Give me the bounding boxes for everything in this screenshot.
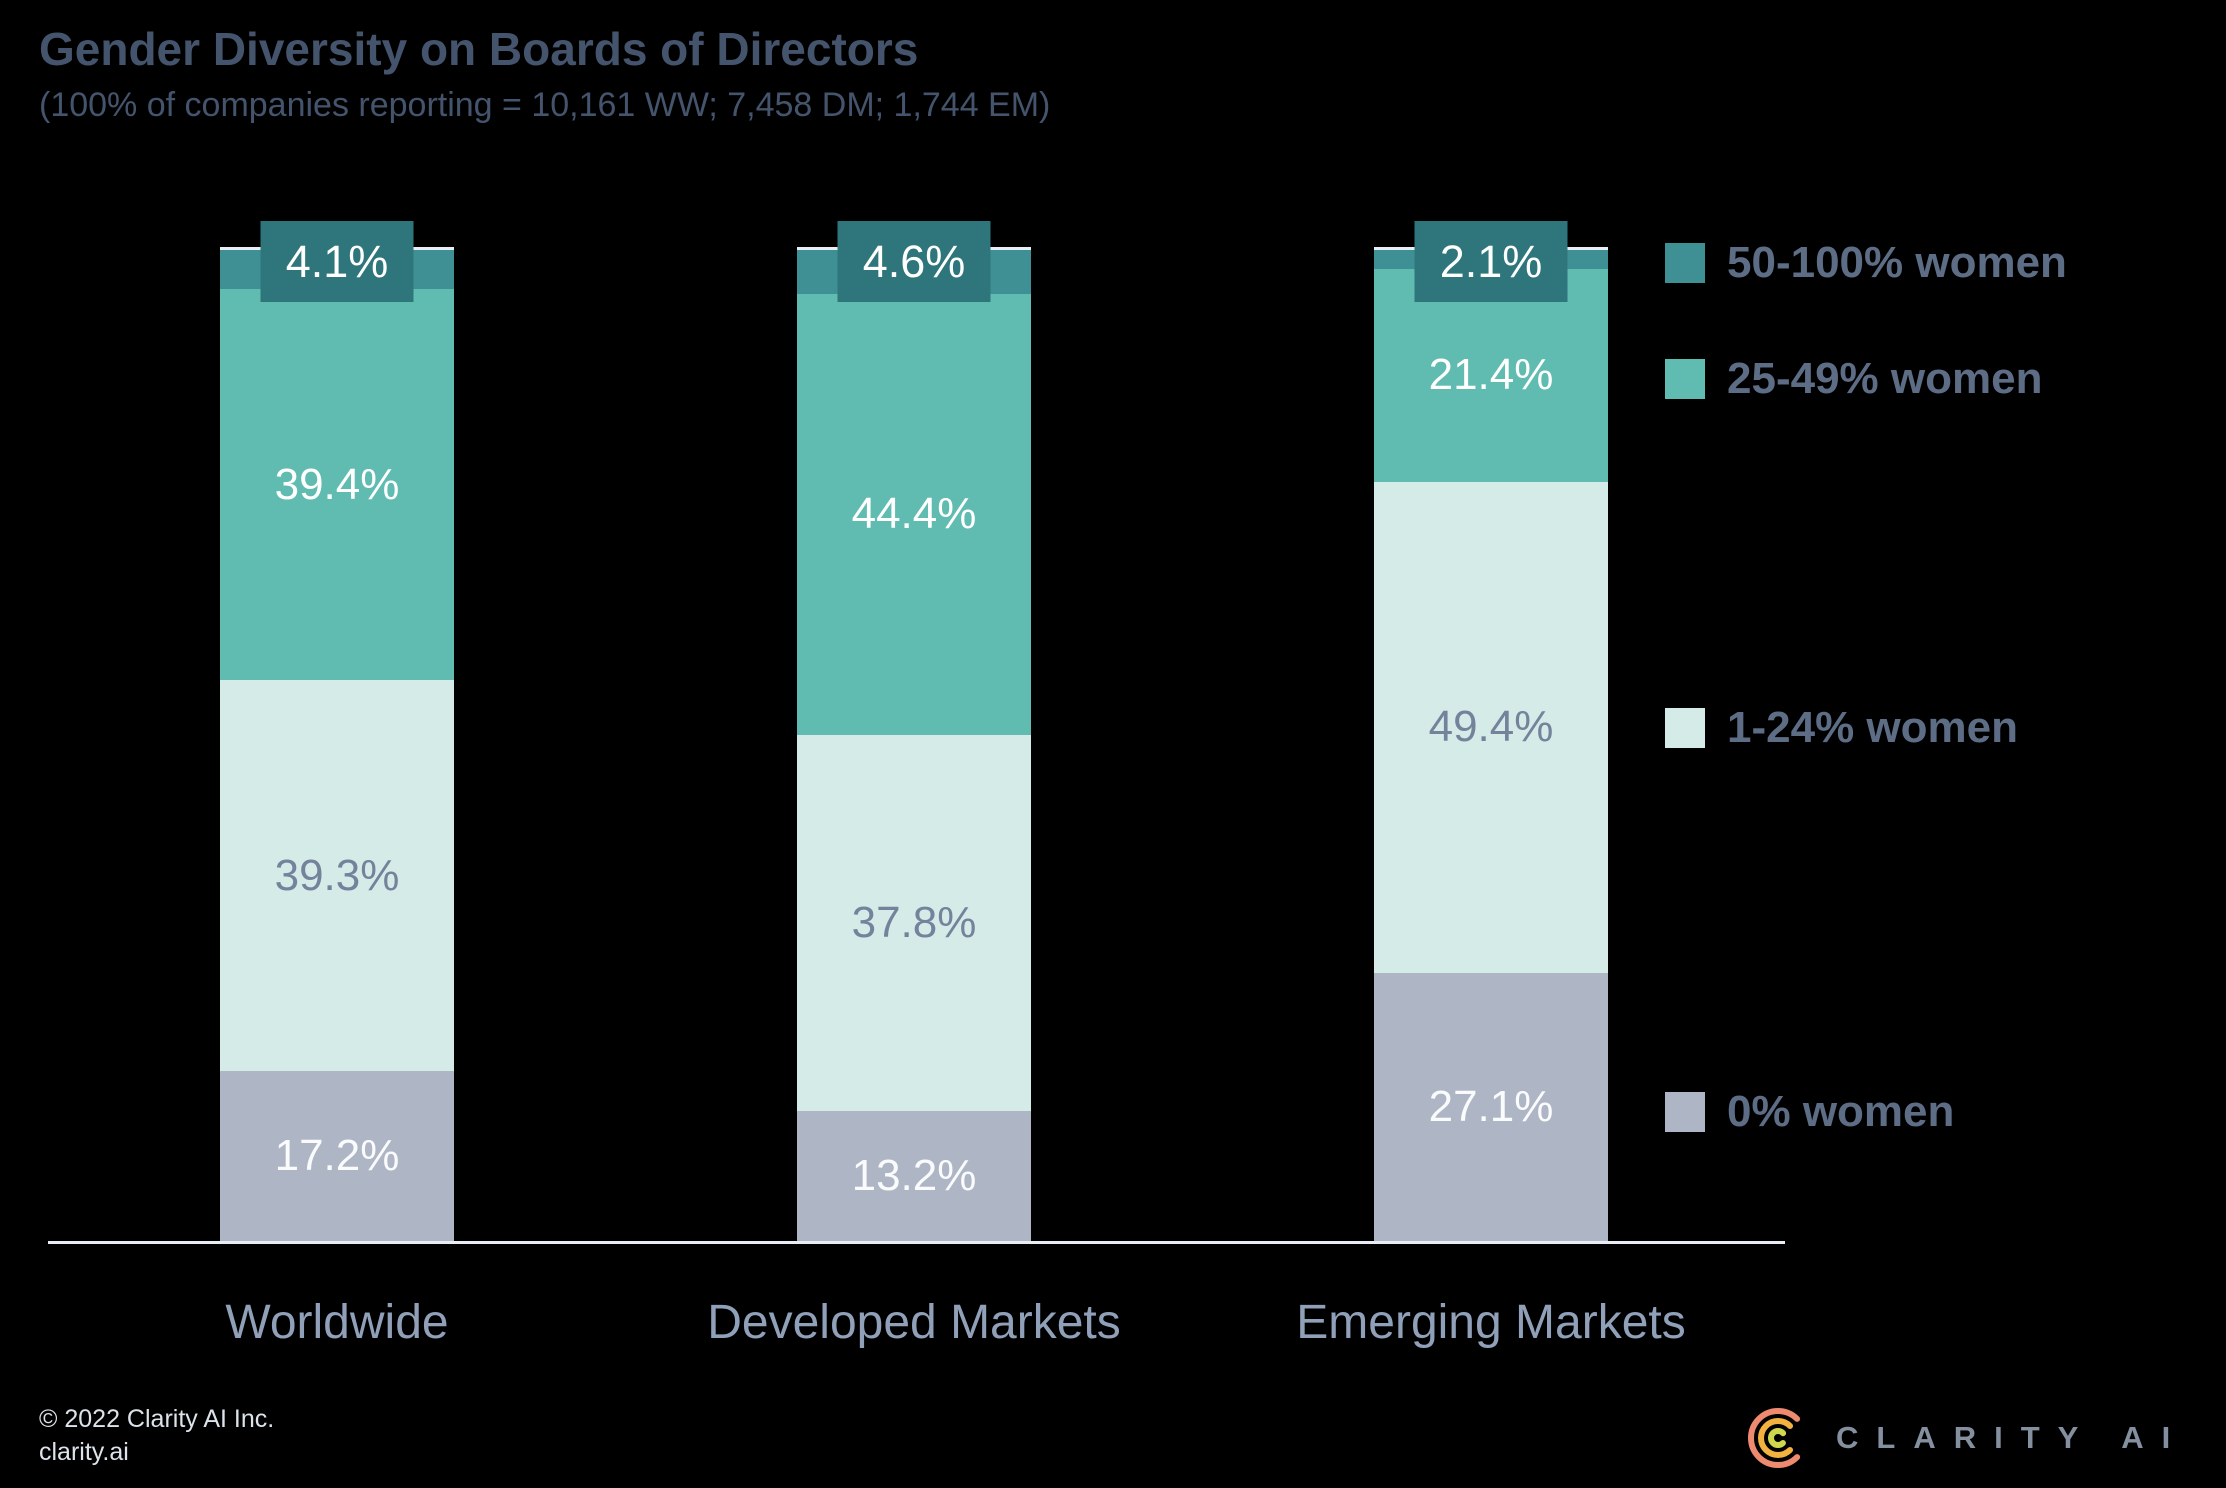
legend-swatch-icon bbox=[1665, 359, 1705, 399]
chart-subtitle: (100% of companies reporting = 10,161 WW… bbox=[39, 86, 1051, 124]
segment-value-label: 39.4% bbox=[274, 459, 400, 509]
website-line: clarity.ai bbox=[39, 1437, 129, 1466]
legend-swatch-icon bbox=[1665, 1092, 1705, 1132]
segment-value-label: 44.4% bbox=[851, 489, 977, 539]
bar-worldwide: 4.1% 39.4% 39.3% 17.2% bbox=[220, 221, 454, 1242]
segment-25-49-women-worldwide: 39.4% bbox=[220, 288, 454, 681]
legend-swatch-icon bbox=[1665, 708, 1705, 748]
segment-0-women-developed-markets: 13.2% bbox=[797, 1110, 1031, 1242]
brand-wordmark: CLARITY AI bbox=[1836, 1420, 2189, 1455]
segment-value-label: 21.4% bbox=[1428, 350, 1554, 400]
legend-item-25-49-women: 25-49% women bbox=[1665, 354, 2043, 403]
segment-value-label: 17.2% bbox=[274, 1131, 400, 1181]
legend-swatch-icon bbox=[1665, 243, 1705, 283]
chart-title: Gender Diversity on Boards of Directors bbox=[39, 23, 919, 75]
segment-value-label: 39.3% bbox=[274, 850, 400, 900]
category-label-worldwide: Worldwide bbox=[225, 1296, 449, 1349]
segment-25-49-women-emerging-markets: 21.4% bbox=[1374, 268, 1608, 482]
clarity-logo-icon bbox=[1748, 1408, 1808, 1468]
legend-label: 50-100% women bbox=[1727, 238, 2067, 287]
legend-label: 25-49% women bbox=[1727, 354, 2043, 403]
copyright-line: © 2022 Clarity AI Inc. bbox=[39, 1405, 275, 1433]
legend-item-50-100-women: 50-100% women bbox=[1665, 238, 2067, 287]
segment-0-women-worldwide: 17.2% bbox=[220, 1071, 454, 1242]
legend-label: 0% women bbox=[1727, 1087, 1955, 1136]
segment-1-24-women-emerging-markets: 49.4% bbox=[1374, 481, 1608, 973]
segment-value-label: 37.8% bbox=[851, 897, 977, 947]
segment-25-49-women-developed-markets: 44.4% bbox=[797, 293, 1031, 736]
x-axis-line bbox=[48, 1241, 1785, 1244]
segment-1-24-women-worldwide: 39.3% bbox=[220, 680, 454, 1072]
value-badge-emerging-markets: 2.1% bbox=[1414, 221, 1568, 302]
legend-item-0-women: 0% women bbox=[1665, 1087, 1955, 1136]
legend-label: 1-24% women bbox=[1727, 703, 2018, 752]
segment-value-label: 13.2% bbox=[851, 1151, 977, 1201]
value-badge-worldwide: 4.1% bbox=[260, 221, 414, 302]
segment-value-label: 49.4% bbox=[1428, 702, 1554, 752]
bar-emerging-markets: 2.1% 21.4% 49.4% 27.1% bbox=[1374, 221, 1608, 1242]
segment-1-24-women-developed-markets: 37.8% bbox=[797, 735, 1031, 1111]
segment-0-women-emerging-markets: 27.1% bbox=[1374, 972, 1608, 1242]
segment-value-label: 27.1% bbox=[1428, 1082, 1554, 1132]
bar-developed-markets: 4.6% 44.4% 37.8% 13.2% bbox=[797, 221, 1031, 1242]
category-label-developed-markets: Developed Markets bbox=[707, 1296, 1121, 1349]
legend-item-1-24-women: 1-24% women bbox=[1665, 703, 2018, 752]
footer-copyright: © 2022 Clarity AI Inc. clarity.ai bbox=[39, 1403, 274, 1468]
category-label-emerging-markets: Emerging Markets bbox=[1296, 1296, 1686, 1349]
value-badge-developed-markets: 4.6% bbox=[837, 221, 991, 302]
brand-block: CLARITY AI bbox=[1746, 1406, 2188, 1470]
